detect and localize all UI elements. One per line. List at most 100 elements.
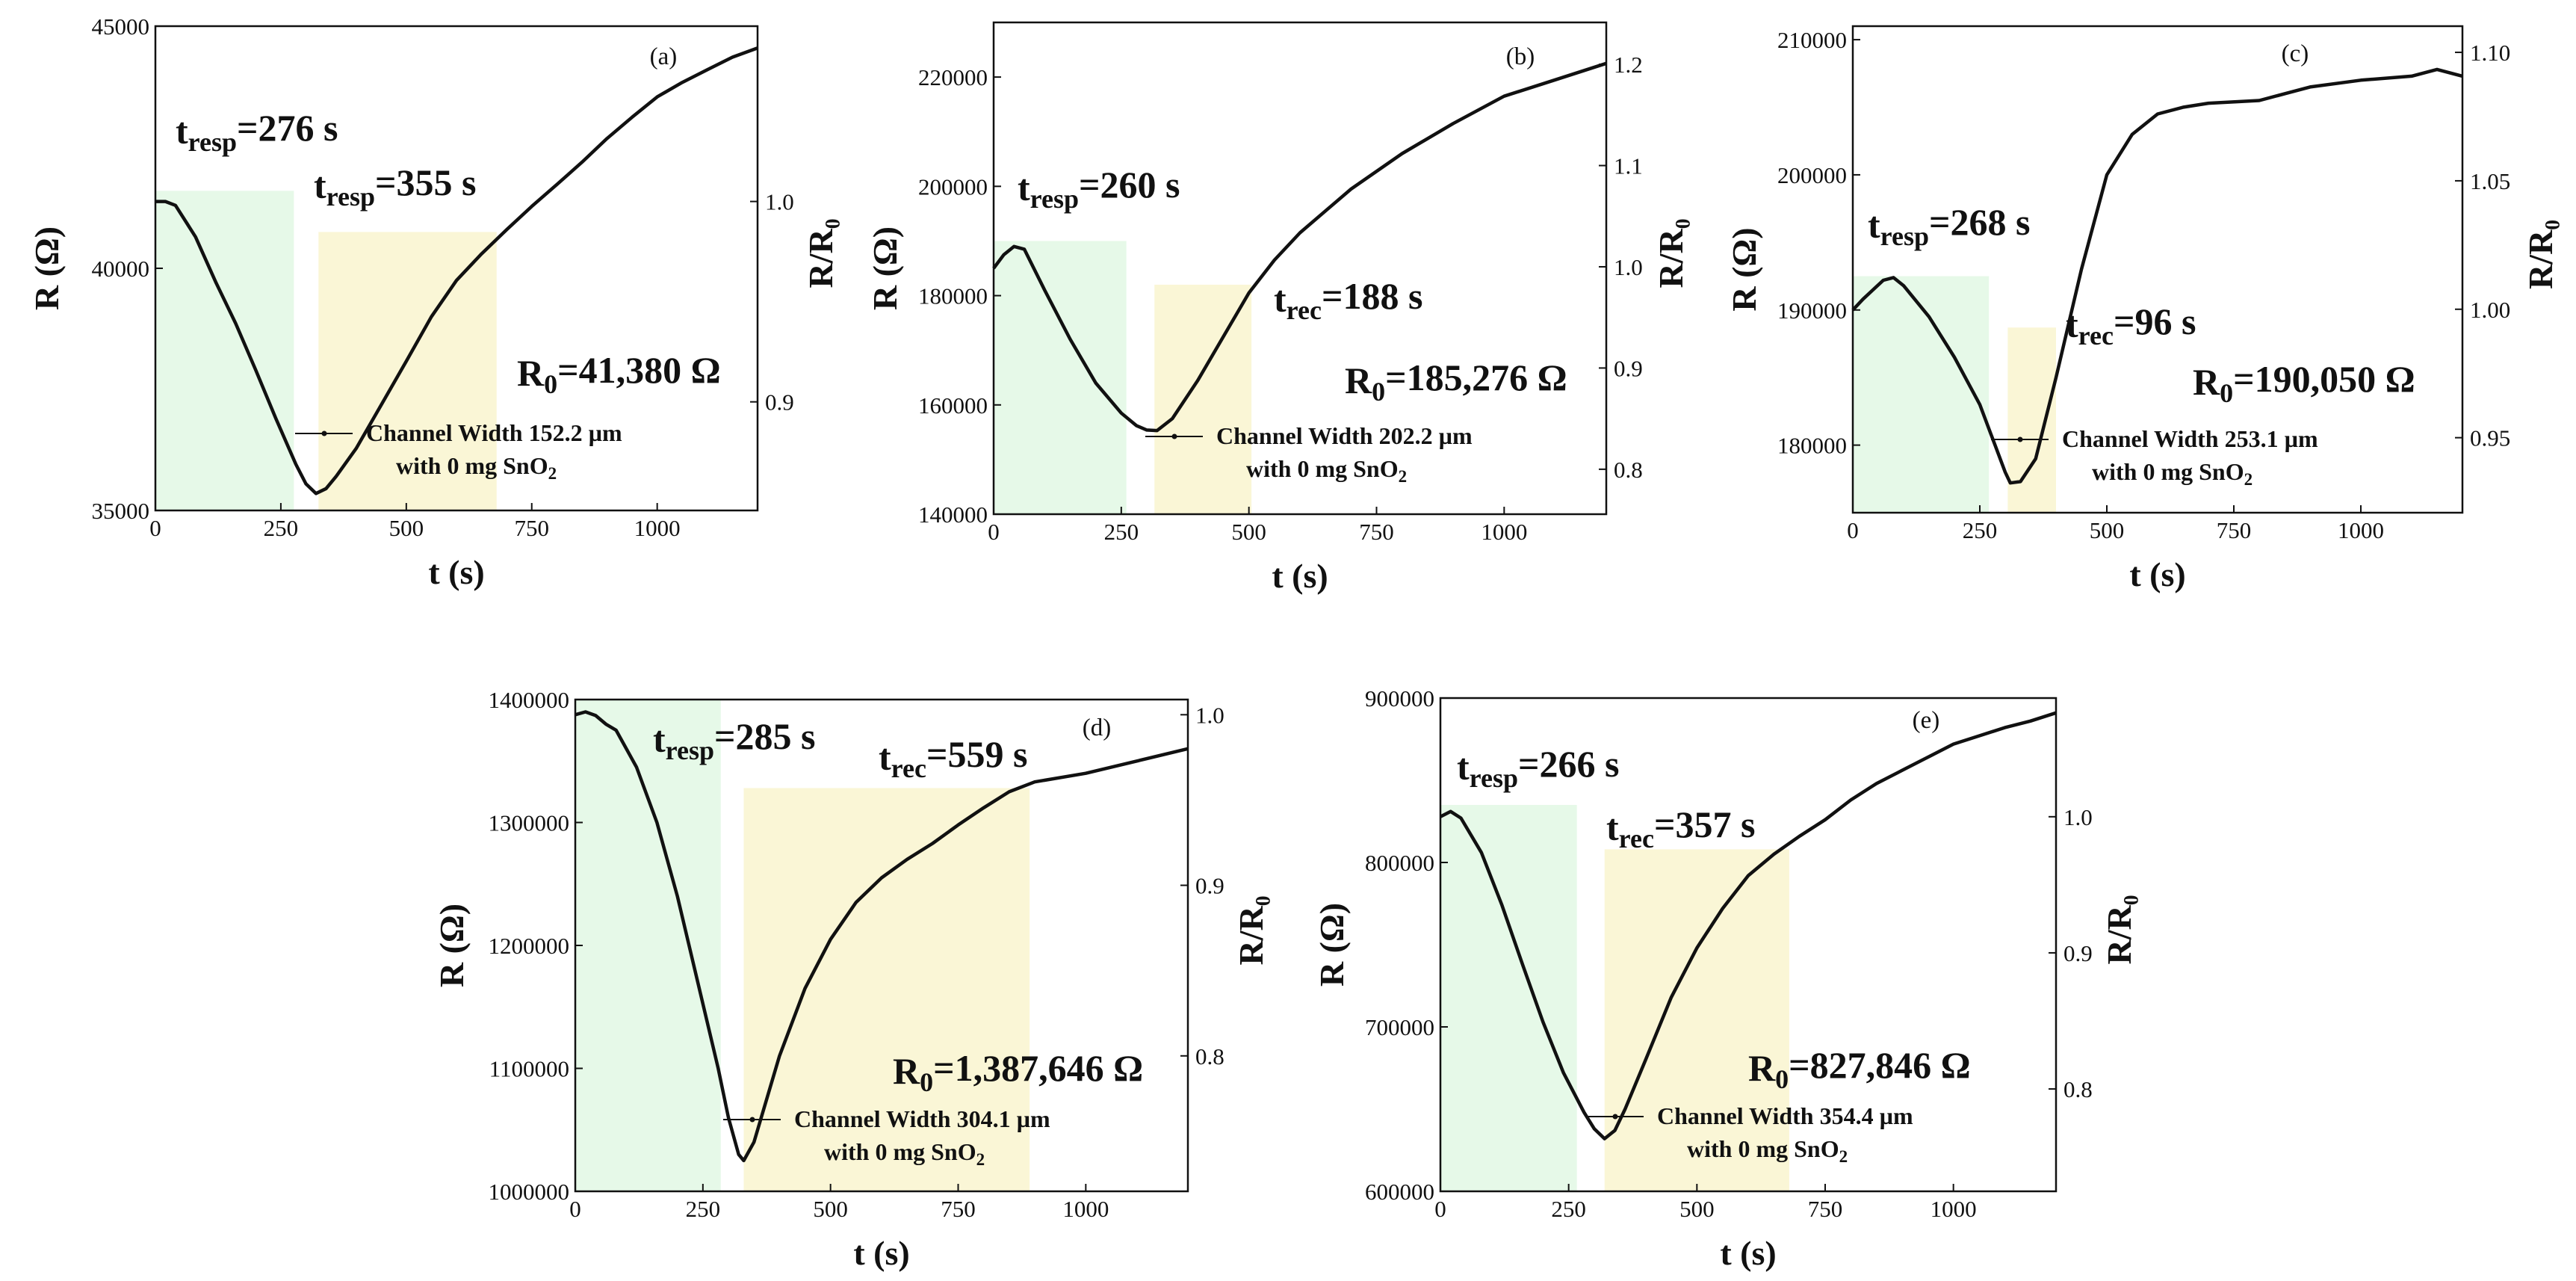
x-axis-label: t (s) <box>1720 1234 1776 1272</box>
y2-axis-label: R/R₀ <box>1232 895 1270 965</box>
response-region <box>994 241 1127 514</box>
response-time-annotation: tresp=285 s <box>653 715 815 765</box>
y-axis-label: R (Ω) <box>433 904 471 987</box>
y-tick-label: 40000 <box>92 256 150 282</box>
response-region <box>1853 276 1990 513</box>
x-tick-label: 1000 <box>1931 1196 1977 1222</box>
y-tick-label: 900000 <box>1365 685 1434 712</box>
legend-entry-subline: with 0 mg SnO2 <box>1246 455 1407 486</box>
legend-marker <box>749 1117 755 1123</box>
recovery-region <box>743 788 1030 1191</box>
y-tick-label: 180000 <box>1777 433 1847 459</box>
recovery-region <box>1154 284 1252 514</box>
x-axis-label: t (s) <box>428 553 484 591</box>
resistance-series-line <box>155 46 758 496</box>
y-tick-label: 1400000 <box>489 687 570 713</box>
chart-panel-c: 0 250 500 750 1000 180000 190000 200000 210000 0.… <box>1725 25 2560 593</box>
y-tick-label: 1200000 <box>489 933 570 959</box>
y2-tick-label: 1.1 <box>1614 153 1643 179</box>
response-time-annotation: tresp=266 s <box>1457 743 1619 793</box>
x-tick-label: 0 <box>149 515 161 541</box>
y2-tick-label: 1.0 <box>1195 702 1224 728</box>
y2-axis-label: R/R₀ <box>2100 895 2138 964</box>
y2-axis-label: R/R₀ <box>1652 218 1690 288</box>
y-tick-label: 1000000 <box>489 1179 570 1205</box>
legend-entry-subline: with 0 mg SnO2 <box>2092 458 2253 489</box>
plot-frame <box>992 21 1608 516</box>
chart-panel-d: 0 250 500 750 1000 1000000 1100000 1200000 13000… <box>433 687 1270 1272</box>
legend-marker <box>321 430 327 436</box>
legend-entry-subline: with 0 mg SnO2 <box>824 1138 985 1169</box>
y2-tick-label: 0.9 <box>2063 940 2093 966</box>
x-tick-label: 250 <box>1963 517 1998 543</box>
chart-panel-a: 0 250 500 750 1000 35000 40000 45000 0.9 1.0 t (s)… <box>28 13 840 591</box>
x-tick-label: 500 <box>813 1196 848 1222</box>
x-tick-label: 500 <box>1231 519 1266 545</box>
y-tick-label: 180000 <box>918 283 988 309</box>
y2-tick-label: 1.0 <box>2063 804 2093 830</box>
x-tick-label: 1000 <box>1481 519 1527 545</box>
y2-tick-label: 1.0 <box>765 189 794 215</box>
x-tick-label: 750 <box>941 1196 976 1222</box>
r0-annotation: R0=1,387,646 Ω <box>893 1047 1143 1097</box>
y2-tick-label: 0.8 <box>1195 1043 1224 1069</box>
r0-annotation: R0=41,380 Ω <box>517 349 721 399</box>
y-tick-label: 140000 <box>918 501 988 528</box>
panel-letter: (a) <box>650 43 678 70</box>
recovery-time-annotation: trec=357 s <box>1606 803 1755 854</box>
y-tick-label: 45000 <box>92 13 150 40</box>
r0-annotation: R0=190,050 Ω <box>2193 358 2415 408</box>
legend-entry: Channel Width 253.1 µm <box>2062 425 2318 452</box>
x-tick-label: 750 <box>515 515 550 541</box>
x-tick-label: 500 <box>2090 517 2125 543</box>
x-tick-label: 500 <box>1679 1196 1715 1222</box>
y-tick-label: 200000 <box>1777 162 1847 188</box>
legend-marker <box>1612 1114 1618 1120</box>
chart-panel-b: 0 250 500 750 1000 140000 160000 180000 200000 22… <box>866 21 1690 595</box>
x-tick-label: 750 <box>2217 517 2252 543</box>
chart-panel-e: 0 250 500 750 1000 600000 700000 800000 900000 0.… <box>1313 685 2138 1272</box>
legend-entry-subline: with 0 mg SnO2 <box>1687 1135 1848 1166</box>
y2-tick-label: 1.0 <box>1614 254 1643 280</box>
recovery-region <box>2007 327 2056 513</box>
y2-tick-label: 0.8 <box>2063 1076 2093 1102</box>
x-tick-label: 750 <box>1359 519 1394 545</box>
x-tick-label: 0 <box>569 1196 581 1222</box>
y-tick-label: 1300000 <box>489 810 570 836</box>
response-time-annotation: tresp=355 s <box>314 161 476 212</box>
x-tick-label: 0 <box>1847 517 1859 543</box>
r0-annotation: R0=827,846 Ω <box>1748 1044 1971 1094</box>
x-tick-label: 250 <box>1104 519 1139 545</box>
y-tick-label: 35000 <box>92 498 150 524</box>
y2-tick-label: 0.9 <box>765 389 794 416</box>
x-tick-label: 1000 <box>634 515 681 541</box>
x-tick-label: 250 <box>1551 1196 1586 1222</box>
x-tick-label: 750 <box>1808 1196 1843 1222</box>
y-tick-label: 1100000 <box>489 1056 569 1082</box>
y-tick-label: 190000 <box>1777 297 1847 324</box>
y-axis-label: R (Ω) <box>866 226 904 310</box>
y-axis-label: R (Ω) <box>1313 903 1351 987</box>
recovery-time-annotation: trec=559 s <box>879 733 1027 783</box>
y-tick-label: 220000 <box>918 64 988 90</box>
y2-axis-label: R/R₀ <box>2521 220 2560 289</box>
legend-entry-subline: with 0 mg SnO2 <box>396 452 557 483</box>
y2-axis-label: R/R₀ <box>802 218 840 288</box>
legend-entry: Channel Width 304.1 µm <box>794 1105 1050 1132</box>
plot-frame <box>1439 697 2058 1193</box>
response-time-annotation: tresp=268 s <box>1868 201 2030 251</box>
response-region <box>1440 805 1577 1191</box>
y2-tick-label: 0.9 <box>1614 355 1643 381</box>
response-region <box>575 700 721 1191</box>
x-axis-label: t (s) <box>2129 555 2185 593</box>
y-tick-label: 700000 <box>1365 1014 1434 1040</box>
recovery-time-annotation: trec=188 s <box>1274 275 1422 325</box>
panel-letter: (d) <box>1083 714 1111 741</box>
y2-tick-label: 0.95 <box>2470 425 2510 451</box>
legend-marker <box>2017 436 2023 442</box>
x-axis-label: t (s) <box>853 1234 909 1272</box>
legend-entry: Channel Width 152.2 µm <box>366 419 622 446</box>
y-tick-label: 800000 <box>1365 850 1434 876</box>
y-axis-label: R (Ω) <box>28 226 66 310</box>
legend-entry: Channel Width 354.4 µm <box>1657 1102 1913 1129</box>
